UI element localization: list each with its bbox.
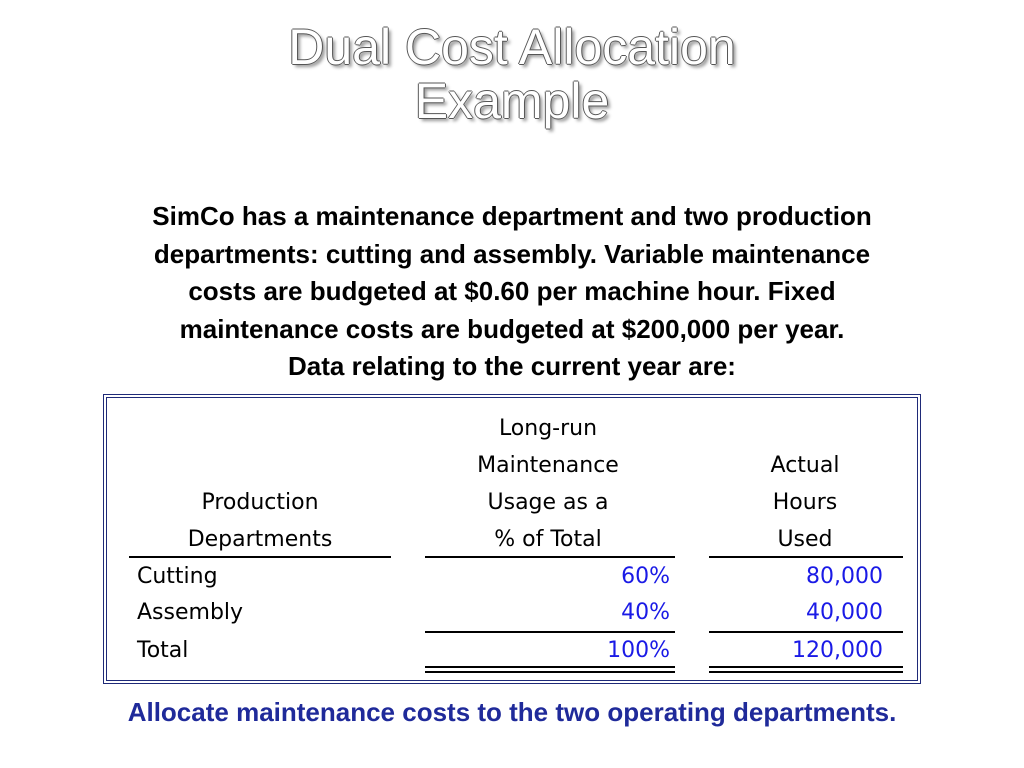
header-hours-line2: Hours bbox=[772, 490, 838, 515]
subtotal-rule bbox=[425, 631, 675, 633]
header-department-line2: Departments bbox=[187, 527, 333, 552]
header-rule bbox=[709, 556, 903, 558]
assembly-usage-value: 40% bbox=[621, 600, 670, 625]
allocation-table: Production Departments Long-run Maintena… bbox=[103, 394, 921, 684]
intro-paragraph: SimCo has a maintenance department and t… bbox=[20, 198, 1004, 386]
title-line-2: Example bbox=[414, 73, 610, 129]
assembly-hours-value: 40,000 bbox=[806, 600, 883, 625]
header-usage-line1: Long-run bbox=[498, 416, 598, 441]
total-usage-value: 100% bbox=[607, 638, 670, 663]
cutting-usage-value: 60% bbox=[621, 564, 670, 589]
header-hours-line3: Used bbox=[777, 527, 833, 552]
header-department: Production Departments bbox=[129, 484, 391, 558]
cutting-hours-value: 80,000 bbox=[806, 564, 883, 589]
row-label-cutting: Cutting bbox=[137, 564, 218, 589]
header-usage-line3: Usage as a bbox=[487, 490, 609, 515]
intro-line: SimCo has a maintenance department and t… bbox=[152, 201, 872, 231]
header-department-line1: Production bbox=[201, 490, 319, 515]
header-hours-line1: Actual bbox=[770, 453, 840, 478]
intro-line: maintenance costs are budgeted at $200,0… bbox=[179, 313, 845, 344]
intro-line: departments: cutting and assembly. Varia… bbox=[153, 238, 871, 269]
header-rule bbox=[425, 556, 675, 558]
header-rule bbox=[129, 556, 391, 558]
title-line-1: Dual Cost Allocation bbox=[288, 19, 736, 75]
header-usage-line2: Maintenance bbox=[477, 453, 619, 478]
intro-line: Data relating to the current year are: bbox=[288, 351, 736, 381]
header-usage: Long-run Maintenance Usage as a % of Tot… bbox=[423, 410, 673, 558]
row-label-total: Total bbox=[137, 638, 189, 663]
total-double-rule bbox=[709, 666, 903, 673]
intro-line: costs are budgeted at $0.60 per machine … bbox=[188, 276, 836, 306]
total-double-rule bbox=[425, 666, 675, 673]
subtotal-rule bbox=[709, 631, 903, 633]
total-hours-value: 120,000 bbox=[792, 638, 883, 663]
header-usage-line4: % of Total bbox=[494, 527, 602, 552]
header-hours: Actual Hours Used bbox=[709, 447, 901, 558]
row-label-assembly: Assembly bbox=[137, 600, 244, 625]
slide-title: Dual Cost Allocation Example bbox=[0, 20, 1024, 128]
instruction-text: Allocate maintenance costs to the two op… bbox=[127, 697, 897, 727]
